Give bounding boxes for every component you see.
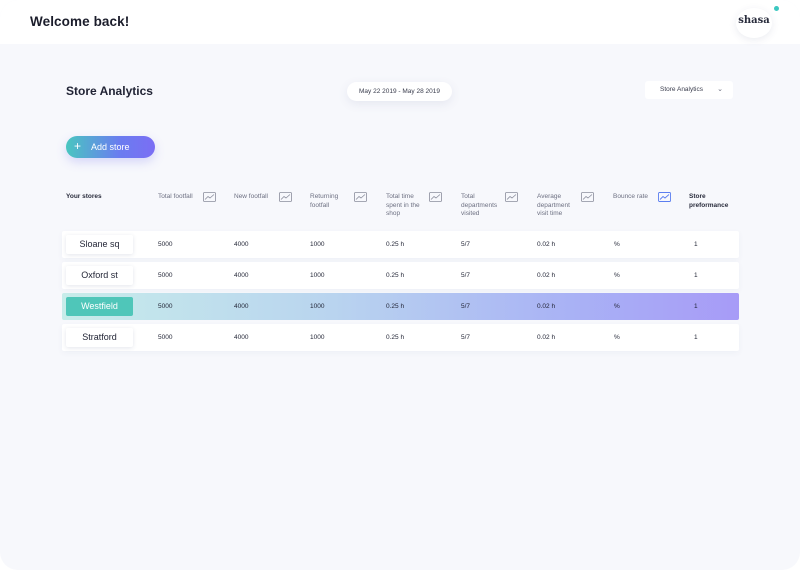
store-name-chip[interactable]: Westfield [66,297,133,316]
cell-avg-visit-time: 0.02 h [537,334,556,341]
notification-dot [774,6,779,11]
column-header-time-spent[interactable]: Total time spent in the shop [386,193,420,217]
cell-performance: 1 [694,303,698,310]
store-name-chip[interactable]: Sloane sq [66,235,133,254]
chevron-down-icon: ⌄ [717,86,723,93]
cell-performance: 1 [694,272,698,279]
store-name-chip[interactable]: Oxford st [66,266,133,285]
plus-icon: + [74,139,82,153]
cell-performance: 1 [694,334,698,341]
trend-icon[interactable] [505,192,518,202]
cell-returning-footfall: 1000 [310,334,325,341]
column-header-your-stores: Your stores [66,193,102,200]
welcome-heading: Welcome back! [30,14,130,29]
cell-total-footfall: 5000 [158,241,173,248]
page-title: Store Analytics [66,84,153,98]
column-header-bounce-rate[interactable]: Bounce rate [613,193,649,200]
trend-icon[interactable] [581,192,594,202]
cell-avg-visit-time: 0.02 h [537,241,556,248]
column-header-total-footfall[interactable]: Total footfall [158,193,193,200]
cell-bounce-rate: % [614,272,620,279]
trend-icon[interactable] [279,192,292,202]
cell-bounce-rate: % [614,303,620,310]
cell-new-footfall: 4000 [234,241,249,248]
cell-time-spent: 0.25 h [386,241,405,248]
cell-bounce-rate: % [614,241,620,248]
column-header-returning-footfall[interactable]: Returning footfall [310,193,339,209]
cell-time-spent: 0.25 h [386,272,405,279]
cell-departments: 5/7 [461,303,471,310]
cell-avg-visit-time: 0.02 h [537,272,556,279]
logo-text: shasa [738,15,770,26]
cell-returning-footfall: 1000 [310,303,325,310]
cell-new-footfall: 4000 [234,303,249,310]
trend-icon-active[interactable] [658,192,671,202]
add-store-button[interactable]: + Add store [66,136,155,158]
cell-total-footfall: 5000 [158,334,173,341]
cell-new-footfall: 4000 [234,334,249,341]
cell-new-footfall: 4000 [234,272,249,279]
view-select-value: Store Analytics [660,86,703,93]
add-store-label: Add store [91,142,130,152]
cell-departments: 5/7 [461,272,471,279]
column-header-departments-visited[interactable]: Total departments visited [461,193,498,217]
view-select[interactable]: Store Analytics ⌄ [645,81,733,99]
cell-avg-visit-time: 0.02 h [537,303,556,310]
store-name-chip[interactable]: Stratford [66,328,133,347]
cell-departments: 5/7 [461,334,471,341]
cell-time-spent: 0.25 h [386,334,405,341]
brand-logo[interactable]: shasa [736,8,772,38]
cell-total-footfall: 5000 [158,303,173,310]
trend-icon[interactable] [429,192,442,202]
table-row[interactable]: Stratford 5000 4000 1000 0.25 h 5/7 0.02… [62,324,739,351]
cell-bounce-rate: % [614,334,620,341]
trend-icon[interactable] [203,192,216,202]
table-row-selected[interactable]: Westfield 5000 4000 1000 0.25 h 5/7 0.02… [62,293,739,320]
table-row[interactable]: Oxford st 5000 4000 1000 0.25 h 5/7 0.02… [62,262,739,289]
column-header-avg-visit-time[interactable]: Average department visit time [537,193,570,217]
cell-returning-footfall: 1000 [310,241,325,248]
date-range-picker[interactable]: May 22 2019 - May 28 2019 [347,82,452,101]
cell-departments: 5/7 [461,241,471,248]
cell-time-spent: 0.25 h [386,303,405,310]
cell-performance: 1 [694,241,698,248]
column-header-store-performance[interactable]: Store preformance [689,193,729,209]
table-row[interactable]: Sloane sq 5000 4000 1000 0.25 h 5/7 0.02… [62,231,739,258]
trend-icon[interactable] [354,192,367,202]
cell-returning-footfall: 1000 [310,272,325,279]
column-header-new-footfall[interactable]: New footfall [234,193,268,200]
top-bar: Welcome back! shasa [0,0,800,44]
cell-total-footfall: 5000 [158,272,173,279]
